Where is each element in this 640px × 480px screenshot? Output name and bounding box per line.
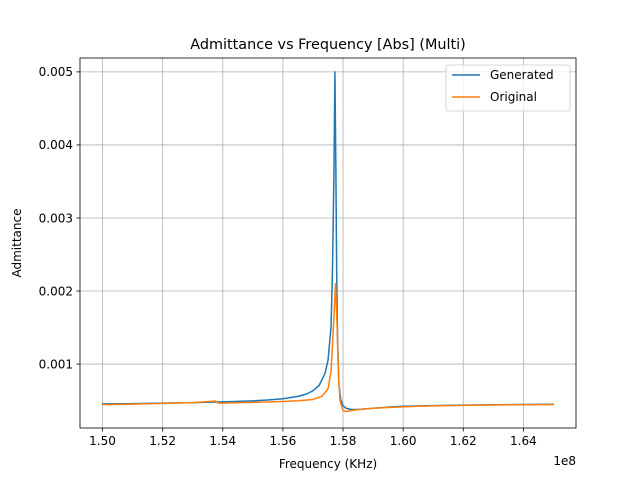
x-axis-label: Frequency (KHz) <box>279 457 377 471</box>
x-axis-offset-label: 1e8 <box>553 454 576 468</box>
legend-label-original: Original <box>490 90 537 104</box>
x-tick-label: 1.60 <box>390 434 417 448</box>
y-tick-label: 0.001 <box>39 357 73 371</box>
y-tick-label: 0.002 <box>39 284 73 298</box>
y-tick-label: 0.003 <box>39 211 73 225</box>
plot-frame <box>79 57 577 429</box>
x-tick-label: 1.52 <box>149 434 176 448</box>
chart-title: Admittance vs Frequency [Abs] (Multi) <box>190 37 466 53</box>
y-tick-label: 0.004 <box>39 138 73 152</box>
tick-group: 1.50 1.52 1.54 1.56 1.58 1.60 1.62 1.64 0.001 0.0… <box>39 65 537 448</box>
legend-label-generated: Generated <box>490 68 554 82</box>
y-tick-label: 0.005 <box>39 65 73 79</box>
legend: Generated Original <box>445 64 571 112</box>
grid <box>80 58 576 428</box>
x-tick-label: 1.54 <box>209 434 236 448</box>
x-tick-label: 1.58 <box>330 434 357 448</box>
x-tick-label: 1.50 <box>89 434 116 448</box>
series-line-original <box>101 282 555 413</box>
x-tick-label: 1.56 <box>270 434 297 448</box>
legend-box <box>445 64 571 112</box>
x-tick-label: 1.64 <box>510 434 537 448</box>
y-axis-label: Admittance <box>10 209 24 278</box>
series-group <box>101 71 555 413</box>
x-tick-label: 1.62 <box>450 434 477 448</box>
